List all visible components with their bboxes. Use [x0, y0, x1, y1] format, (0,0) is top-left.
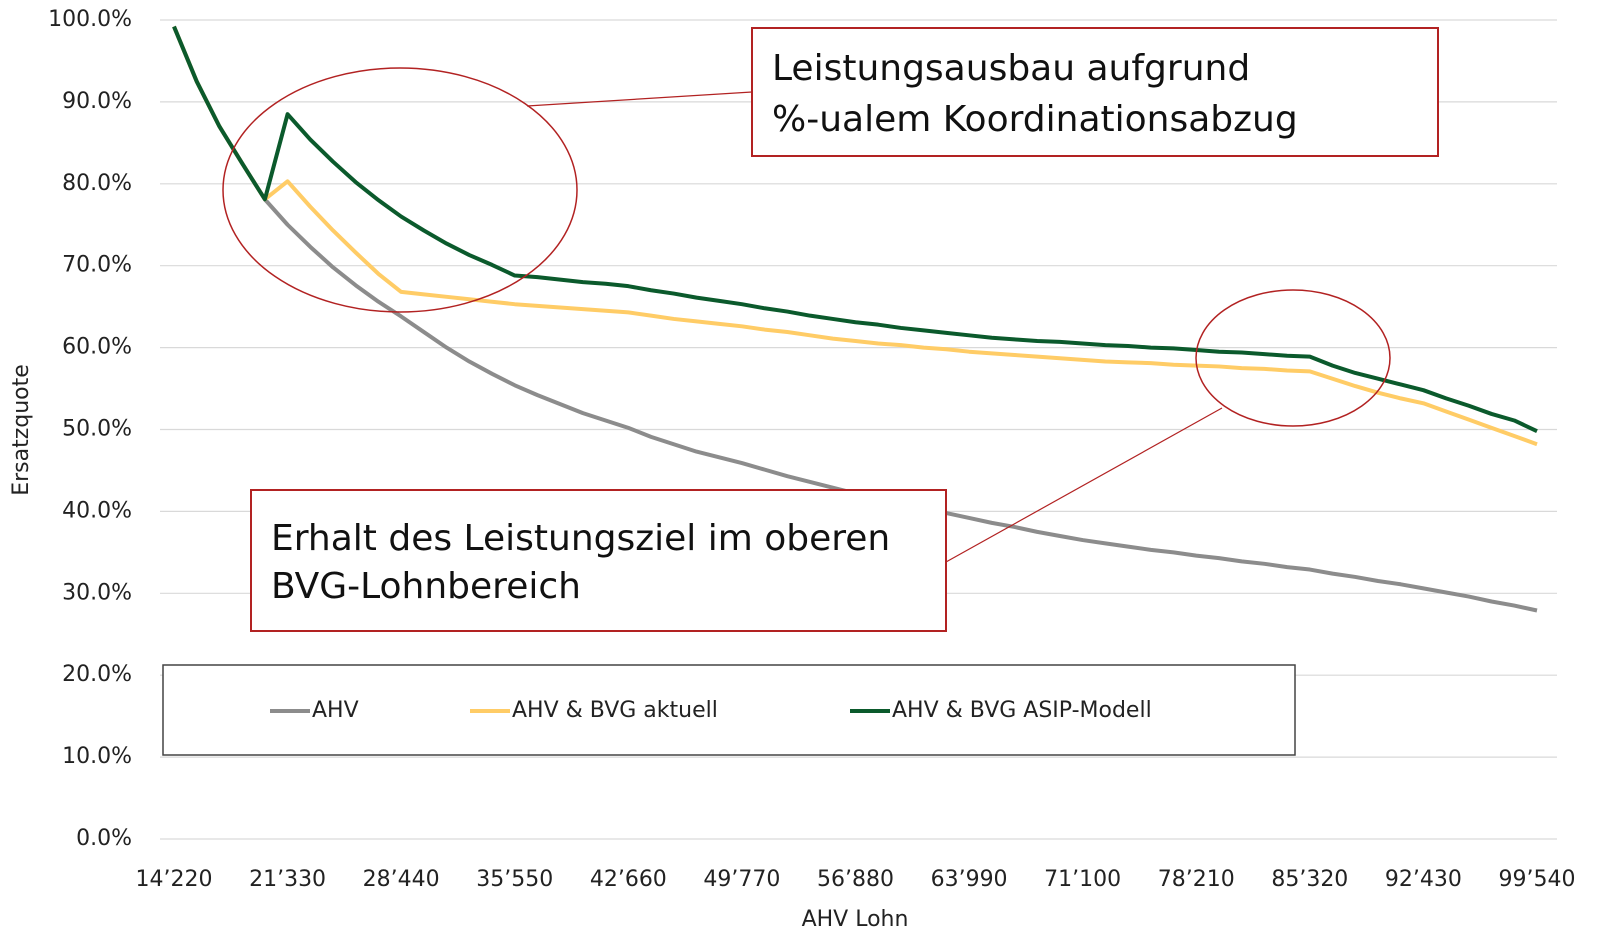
x-tick-label: 14’220 — [136, 867, 213, 892]
y-axis-label: Ersatzquote — [9, 364, 34, 496]
y-tick-label: 90.0% — [62, 89, 132, 114]
y-tick-label: 50.0% — [62, 417, 132, 442]
x-tick-label: 49’770 — [703, 867, 780, 892]
legend-label: AHV — [312, 698, 359, 723]
x-tick-label: 63’990 — [931, 867, 1008, 892]
y-tick-label: 20.0% — [62, 662, 132, 687]
x-tick-label: 21’330 — [249, 867, 326, 892]
y-tick-label: 60.0% — [62, 335, 132, 360]
annotation-text: BVG-Lohnbereich — [271, 566, 581, 607]
x-tick-label: 71’100 — [1044, 867, 1121, 892]
y-tick-label: 100.0% — [48, 7, 132, 32]
connector — [526, 91, 753, 107]
legend-label: AHV & BVG ASIP-Modell — [892, 698, 1152, 723]
y-tick-label: 0.0% — [76, 826, 132, 851]
x-axis-label: AHV Lohn — [802, 907, 909, 932]
x-tick-label: 56’880 — [817, 867, 894, 892]
series-line — [172, 25, 1538, 433]
annotation-text: %-ualem Koordinationsabzug — [772, 99, 1298, 140]
y-tick-label: 70.0% — [62, 253, 132, 278]
y-tick-label: 30.0% — [62, 580, 132, 605]
legend: AHV AHV & BVG aktuell AHV & BVG ASIP-Model… — [270, 698, 1152, 723]
legend-box — [162, 664, 1296, 756]
x-tick-label: 92’430 — [1385, 867, 1462, 892]
annotation-text: Leistungsausbau aufgrund — [772, 48, 1250, 89]
legend-label: AHV & BVG aktuell — [512, 698, 718, 723]
series-line — [172, 25, 1538, 447]
highlight-ellipse — [1195, 289, 1391, 427]
x-tick-label: 35’550 — [476, 867, 553, 892]
annotation-box — [250, 489, 947, 632]
y-tick-label: 10.0% — [62, 744, 132, 769]
x-tick-label: 99’540 — [1499, 867, 1576, 892]
x-tick-label: 85’320 — [1271, 867, 1348, 892]
y-tick-label: 80.0% — [62, 171, 132, 196]
highlight-ellipse — [222, 67, 578, 313]
x-tick-label: 78’210 — [1158, 867, 1235, 892]
y-tick-label: 40.0% — [62, 498, 132, 523]
x-tick-label: 28’440 — [363, 867, 440, 892]
annotation-text: Erhalt des Leistungsziel im oberen — [271, 518, 890, 559]
annotation-box — [751, 27, 1439, 157]
connector — [945, 407, 1223, 563]
x-tick-label: 42’660 — [590, 867, 667, 892]
